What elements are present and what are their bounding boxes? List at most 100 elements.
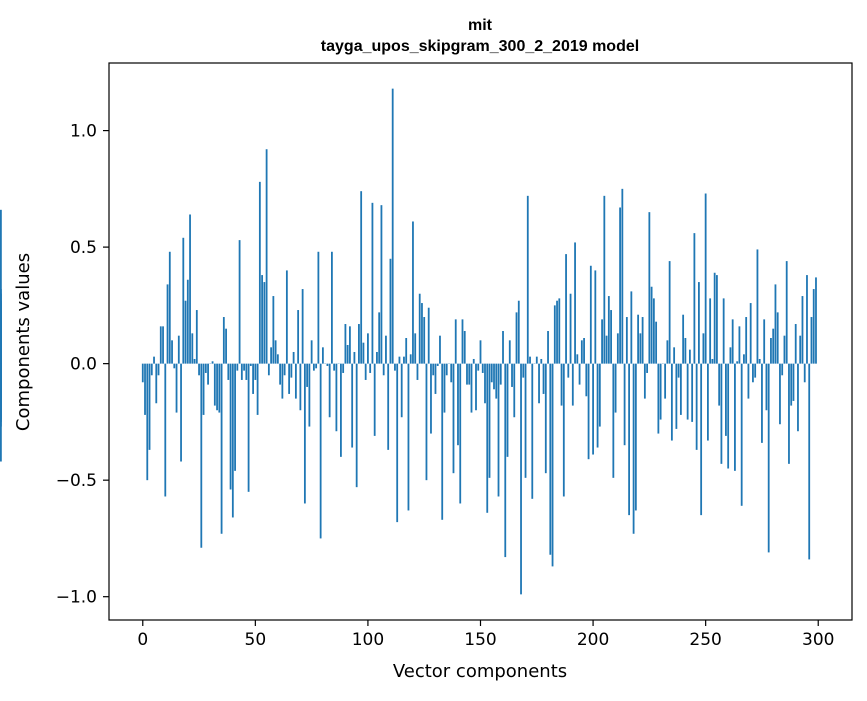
bar — [477, 364, 479, 371]
bar — [203, 364, 205, 415]
bar — [806, 275, 808, 364]
y-tick-label: 0.5 — [70, 238, 97, 258]
y-axis-label: Components values — [13, 253, 34, 431]
bar — [743, 354, 745, 363]
bar — [279, 364, 281, 385]
bar — [268, 364, 270, 376]
bar — [306, 364, 308, 387]
bar — [437, 364, 439, 366]
bar — [261, 275, 263, 364]
bar — [198, 364, 200, 376]
bar — [457, 364, 459, 446]
bar — [475, 364, 477, 411]
y-tick-label: −1.0 — [56, 588, 97, 608]
bar — [167, 284, 169, 363]
bar — [385, 336, 387, 364]
bar — [194, 359, 196, 364]
bar — [581, 340, 583, 363]
bar — [626, 317, 628, 364]
bar — [610, 310, 612, 364]
bar — [588, 364, 590, 460]
bar — [376, 352, 378, 364]
bar — [290, 364, 292, 378]
x-tick-label: 300 — [802, 630, 834, 650]
bar — [725, 364, 727, 436]
bar — [583, 338, 585, 364]
bar — [421, 303, 423, 364]
bar — [295, 364, 297, 399]
bar — [223, 317, 225, 364]
bar — [347, 345, 349, 364]
y-tick-label: 1.0 — [70, 122, 97, 142]
bar — [444, 364, 446, 413]
bar — [696, 364, 698, 450]
bar — [426, 364, 428, 481]
bar — [392, 89, 394, 364]
bar — [698, 282, 700, 364]
bar — [414, 333, 416, 363]
bar — [358, 324, 360, 364]
bar — [417, 364, 419, 380]
bar — [345, 324, 347, 364]
bar — [149, 364, 151, 450]
bar — [680, 364, 682, 415]
bar — [525, 364, 527, 478]
bar — [299, 364, 301, 411]
bar — [365, 364, 367, 380]
bar — [482, 364, 484, 373]
bar — [234, 364, 236, 471]
bar — [516, 312, 518, 363]
bar — [732, 319, 734, 363]
bar — [304, 364, 306, 504]
bar — [259, 182, 261, 364]
bar — [707, 364, 709, 441]
bar — [354, 352, 356, 364]
bar — [779, 364, 781, 425]
bar — [342, 364, 344, 373]
bar — [317, 252, 319, 364]
bar — [554, 305, 556, 363]
bar — [162, 326, 164, 363]
bar — [675, 364, 677, 429]
bar — [396, 364, 398, 522]
bar — [752, 364, 754, 383]
bar — [419, 294, 421, 364]
bar — [671, 364, 673, 441]
bar — [0, 364, 2, 462]
bar — [142, 364, 144, 383]
bar — [0, 345, 2, 364]
bar — [761, 364, 763, 443]
bar — [561, 364, 563, 406]
bar — [205, 364, 207, 373]
bar — [597, 364, 599, 448]
bar — [491, 364, 493, 383]
bar — [216, 364, 218, 411]
bar — [687, 364, 689, 420]
bar — [180, 364, 182, 462]
bar — [734, 364, 736, 471]
bar — [390, 259, 392, 364]
bar — [329, 364, 331, 418]
bar — [772, 329, 774, 364]
bar — [471, 364, 473, 413]
bar — [682, 315, 684, 364]
bar — [500, 364, 502, 385]
bar — [225, 329, 227, 364]
bar — [232, 364, 234, 518]
bar — [502, 331, 504, 364]
bar — [543, 364, 545, 394]
bar — [606, 336, 608, 364]
bar — [446, 364, 448, 376]
bar — [594, 270, 596, 363]
bar — [775, 284, 777, 363]
bar — [804, 364, 806, 383]
bar — [189, 214, 191, 363]
bar — [615, 364, 617, 413]
bar — [592, 364, 594, 455]
bar — [360, 191, 362, 363]
bar — [378, 312, 380, 363]
bar — [511, 364, 513, 387]
bar — [633, 364, 635, 534]
bar — [241, 364, 243, 380]
